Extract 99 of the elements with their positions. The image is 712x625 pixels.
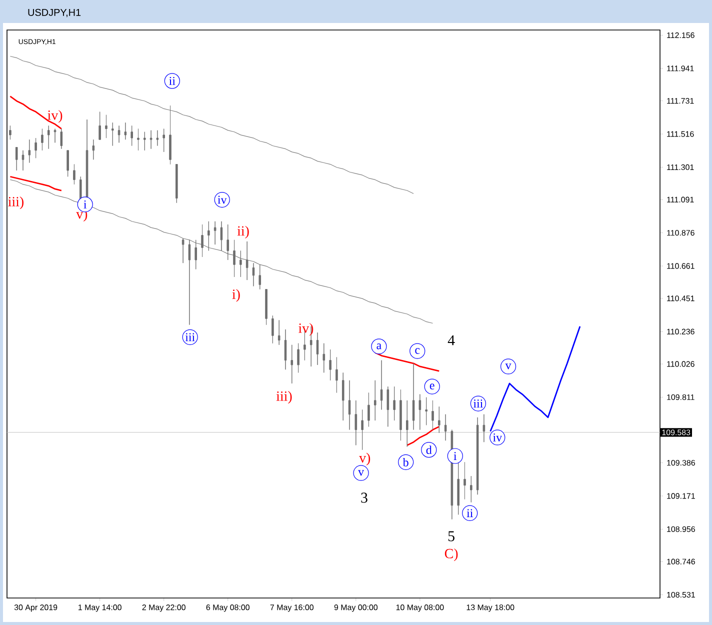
annotation: iii) <box>276 391 292 404</box>
annotation: iv <box>218 196 227 204</box>
candlestick <box>380 360 383 410</box>
candlestick <box>438 406 440 434</box>
candlestick <box>150 130 152 150</box>
candlestick <box>457 462 460 515</box>
candlestick <box>432 400 434 430</box>
candlestick <box>105 114 108 138</box>
candlestick <box>418 394 422 430</box>
candlestick <box>98 112 101 140</box>
candlestick <box>214 221 216 245</box>
annotation: 4 <box>448 335 455 346</box>
candlestick <box>297 343 300 373</box>
annotation: iii <box>473 400 483 408</box>
candlestick <box>361 409 364 450</box>
candlestick <box>342 372 344 421</box>
annotation: v <box>505 364 512 370</box>
annotation: b <box>402 458 408 466</box>
candlestick <box>143 132 146 151</box>
annotation: i) <box>232 289 240 302</box>
annotation: e <box>430 384 434 390</box>
candlestick <box>34 138 37 158</box>
chart-title: USDJPY,H1 <box>28 8 81 18</box>
candlestick <box>278 320 280 346</box>
annotation: 3 <box>361 492 368 503</box>
candlestick <box>169 105 172 165</box>
candlestick <box>137 128 140 151</box>
candlestick <box>124 122 127 140</box>
annotation: ii <box>466 509 473 518</box>
candlestick <box>464 462 466 500</box>
candlestick <box>28 139 31 163</box>
candlestick <box>252 262 255 286</box>
candlestick <box>482 414 486 442</box>
annotation: i <box>84 200 87 208</box>
candlestick <box>15 147 18 171</box>
candlestick <box>412 363 415 430</box>
candlestick <box>329 349 332 381</box>
annotation: ii) <box>237 226 249 239</box>
annotation: iii) <box>8 196 24 210</box>
candlestick <box>66 150 69 177</box>
candlestick <box>233 240 236 278</box>
candlestick <box>284 329 287 370</box>
candlestick <box>290 344 294 384</box>
annotation: d <box>426 446 432 454</box>
candlestick <box>130 125 133 146</box>
candlestick <box>111 122 114 146</box>
candlestick <box>73 164 76 185</box>
annotation: a <box>376 344 382 350</box>
candlestick <box>9 125 12 140</box>
annotation: c <box>415 348 420 354</box>
candlestick <box>208 221 210 251</box>
candlestick <box>176 164 178 204</box>
candlestick <box>258 264 262 290</box>
candlestick <box>54 128 56 143</box>
candlestick <box>444 414 447 441</box>
candlestick <box>240 250 242 278</box>
candlestick <box>201 224 204 258</box>
candlestick <box>194 240 198 270</box>
line-series <box>406 426 440 446</box>
annotation: iv <box>492 433 502 442</box>
candlestick <box>354 400 358 446</box>
candlestick <box>316 332 319 366</box>
annotation: iv) <box>298 323 314 336</box>
candlestick <box>156 130 159 146</box>
candlestick <box>246 241 248 280</box>
annotation: v <box>358 470 364 476</box>
candlestick <box>386 386 390 427</box>
candlestick <box>92 139 95 160</box>
candlestick <box>348 380 351 430</box>
candlestick <box>336 356 338 393</box>
annotation: iv) <box>48 110 62 123</box>
candlestick <box>272 315 274 344</box>
candlestick <box>393 386 396 421</box>
annotation: 5 <box>448 531 454 542</box>
candlestick <box>322 343 326 373</box>
candlestick <box>188 240 191 326</box>
candlestick <box>470 476 472 503</box>
candlestick <box>118 125 120 143</box>
candlestick <box>476 417 479 495</box>
annotation: v) <box>359 452 370 466</box>
candlestick <box>22 150 24 171</box>
candlestick <box>41 128 44 151</box>
candlestick <box>182 238 184 264</box>
candlestick <box>406 400 408 447</box>
annotation: ii <box>169 76 176 85</box>
candlestick <box>226 224 230 260</box>
annotation: i <box>454 452 457 460</box>
candlestick <box>47 125 50 150</box>
candlestick <box>374 380 376 421</box>
candlestick <box>368 392 370 427</box>
candlestick <box>162 128 165 152</box>
candlestick <box>220 221 223 251</box>
line-series <box>10 96 62 130</box>
candlestick <box>425 397 428 426</box>
candlestick <box>400 389 402 441</box>
candlestick <box>60 128 63 150</box>
candlestick <box>265 289 268 326</box>
annotation: iii <box>185 333 195 342</box>
annotation: C) <box>444 548 458 562</box>
